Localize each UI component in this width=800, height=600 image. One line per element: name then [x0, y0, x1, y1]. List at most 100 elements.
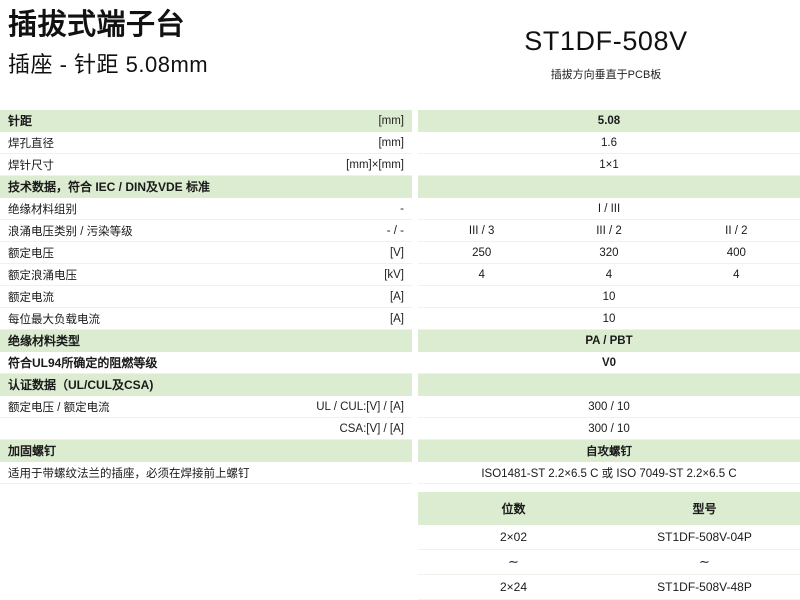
page-header: 插拔式端子台 插座 - 针距 5.08mm ST1DF-508V 插拔方向垂直于… [0, 0, 800, 110]
order-table-header: 位数 型号 [418, 492, 800, 525]
spec-value: 400 [726, 246, 746, 259]
spec-row-value: 1.6 [418, 132, 800, 154]
spec-row-label: 额定电流 [A] [0, 286, 412, 308]
order-cell: ∼ [699, 554, 710, 569]
spec-label: 额定电流 [8, 291, 54, 304]
spec-label: 认证数据（UL/CUL及CSA) [8, 378, 154, 392]
spec-unit: [A] [389, 312, 404, 325]
order-cell: ST1DF-508V-04P [657, 530, 752, 544]
order-cell: ∼ [508, 554, 519, 569]
spec-row-label: 额定电压 [V] [0, 242, 412, 264]
order-cell: 2×02 [499, 530, 528, 544]
spec-row-value: 300 / 10 [418, 418, 800, 440]
product-note: 插拔方向垂直于PCB板 [550, 69, 662, 81]
spec-value: 300 / 10 [588, 400, 630, 413]
spec-row-label: 符合UL94所确定的阻燃等级 [0, 352, 412, 374]
spec-row-value [418, 176, 800, 198]
spec-row-value: 250 320 400 [418, 242, 800, 264]
spec-label: 焊孔直径 [8, 137, 54, 150]
header-right: ST1DF-508V 插拔方向垂直于PCB板 [412, 0, 800, 110]
spec-unit: [mm] [378, 114, 404, 127]
spec-row-value [418, 374, 800, 396]
spec-label: 绝缘材料组别 [8, 203, 77, 216]
spec-row-value: V0 [418, 352, 800, 374]
spec-value: PA / PBT [585, 334, 633, 347]
spec-row-value: 4 4 4 [418, 264, 800, 286]
spec-label: 每位最大负载电流 [8, 313, 100, 326]
spec-value: III / 2 [596, 224, 622, 237]
spec-value: 300 / 10 [588, 422, 630, 435]
spec-value: 250 [472, 246, 492, 259]
spec-value: V0 [601, 356, 617, 369]
order-table-row: ∼ ∼ [418, 550, 800, 575]
spec-unit: [mm]×[mm] [346, 158, 404, 171]
spec-unit: UL / CUL:[V] / [A] [316, 400, 404, 413]
spec-row-value: III / 3 III / 2 II / 2 [418, 220, 800, 242]
spec-row-value: ISO1481-ST 2.2×6.5 C 或 ISO 7049-ST 2.2×6… [418, 462, 800, 484]
spec-label: 针距 [8, 114, 33, 128]
spec-row-label: 额定浪涌电压 [kV] [0, 264, 412, 286]
spec-unit: CSA:[V] / [A] [339, 422, 404, 435]
spec-value-group: III / 3 III / 2 II / 2 [418, 225, 800, 237]
spec-label: 适用于带螺纹法兰的插座，必须在焊接前上螺钉 [8, 467, 250, 480]
spec-row-value: 10 [418, 308, 800, 330]
spec-unit: - [400, 202, 404, 215]
spec-unit: [kV] [384, 268, 404, 281]
spec-value: 4 [478, 268, 485, 281]
spec-row-value: 10 [418, 286, 800, 308]
spec-label: 焊针尺寸 [8, 159, 54, 172]
spec-row-label: 针距 [mm] [0, 110, 412, 132]
spec-row-value: 1×1 [418, 154, 800, 176]
order-table-row: 2×24 ST1DF-508V-48P [418, 575, 800, 600]
spec-unit: [A] [389, 290, 404, 303]
spec-value: 10 [602, 290, 616, 303]
spec-table: 针距 [mm] 焊孔直径 [mm] 焊针尺寸 [mm]×[mm] 技术数据，符合 IEC /… [0, 110, 800, 484]
spec-row-label: 认证数据（UL/CUL及CSA) [0, 374, 412, 396]
page-title: 插拔式端子台 [8, 9, 186, 41]
spec-row-label: 加固螺钉 [0, 440, 412, 462]
spec-row-value: 300 / 10 [418, 396, 800, 418]
order-table: 位数 型号 2×02 ST1DF-508V-04P ∼ ∼ 2×24 ST1DF-508V-… [418, 492, 800, 600]
spec-row-label: 焊孔直径 [mm] [0, 132, 412, 154]
spec-value: 自攻螺钉 [586, 445, 632, 458]
spec-row-label: 绝缘材料类型 [0, 330, 412, 352]
order-cell: 2×24 [499, 580, 528, 594]
order-table-body: 2×02 ST1DF-508V-04P ∼ ∼ 2×24 ST1DF-508V-48P [418, 525, 800, 600]
spec-row-label: 绝缘材料组别 - [0, 198, 412, 220]
spec-value: 4 [733, 268, 740, 281]
spec-row-value: 5.08 [418, 110, 800, 132]
spec-row-label: 适用于带螺纹法兰的插座，必须在焊接前上螺钉 [0, 462, 412, 484]
spec-label: 技术数据，符合 IEC / DIN及VDE 标准 [8, 180, 211, 194]
spec-unit: [V] [389, 246, 404, 259]
spec-label: 额定浪涌电压 [8, 269, 77, 282]
spec-row-value: PA / PBT [418, 330, 800, 352]
spec-value-group: 250 320 400 [418, 247, 800, 259]
spec-value: 10 [602, 312, 616, 325]
spec-label: 绝缘材料类型 [8, 334, 81, 348]
spec-value: II / 2 [725, 224, 748, 237]
spec-value: 1×1 [599, 158, 619, 171]
header-left: 插拔式端子台 插座 - 针距 5.08mm [0, 0, 412, 110]
order-column-header: 型号 [692, 502, 717, 516]
spec-value: ISO1481-ST 2.2×6.5 C 或 ISO 7049-ST 2.2×6… [481, 467, 737, 480]
spec-row-value: 自攻螺钉 [418, 440, 800, 462]
spec-label: 浪涌电压类别 / 污染等级 [8, 225, 133, 238]
order-cell: ST1DF-508V-48P [657, 580, 752, 594]
order-table-row: 2×02 ST1DF-508V-04P [418, 525, 800, 550]
spec-label: 符合UL94所确定的阻燃等级 [8, 356, 158, 370]
spec-value-column: 5.08 1.6 1×1 I / III III / 3 III / 2 II / 2 250… [418, 110, 800, 484]
spec-label: 额定电压 / 额定电流 [8, 401, 110, 414]
spec-row-label: 焊针尺寸 [mm]×[mm] [0, 154, 412, 176]
spec-row-label: 技术数据，符合 IEC / DIN及VDE 标准 [0, 176, 412, 198]
spec-value: I / III [597, 202, 621, 215]
spec-label: 额定电压 [8, 247, 54, 260]
page-subtitle: 插座 - 针距 5.08mm [8, 51, 209, 77]
spec-value: 1.6 [601, 136, 617, 149]
product-code: ST1DF-508V [524, 26, 688, 56]
spec-label: 加固螺钉 [8, 444, 57, 458]
spec-unit: [mm] [378, 136, 404, 149]
spec-value: 5.08 [597, 114, 621, 127]
spec-row-label: 每位最大负载电流 [A] [0, 308, 412, 330]
spec-label-column: 针距 [mm] 焊孔直径 [mm] 焊针尺寸 [mm]×[mm] 技术数据，符合 IEC /… [0, 110, 412, 484]
